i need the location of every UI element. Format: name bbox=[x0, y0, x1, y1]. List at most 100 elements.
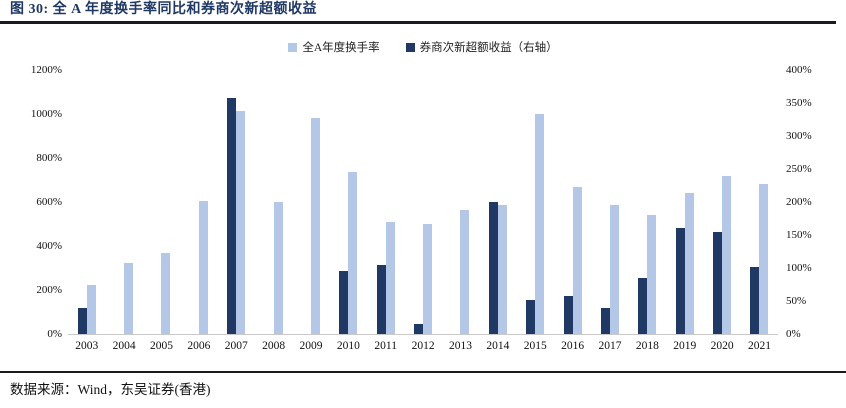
x-axis-label-2013: 2013 bbox=[448, 340, 472, 352]
bar-group-2019 bbox=[666, 70, 703, 334]
x-axis-label-2020: 2020 bbox=[710, 340, 734, 352]
right-axis-tick: 350% bbox=[786, 96, 812, 109]
x-axis-label-2017: 2017 bbox=[598, 340, 622, 352]
x-axis-label-2007: 2007 bbox=[224, 340, 248, 352]
right-axis-tick: 100% bbox=[786, 261, 812, 274]
left-axis-tick: 400% bbox=[36, 239, 62, 252]
bar-group-2015 bbox=[517, 70, 554, 334]
x-axis-label-2004: 2004 bbox=[112, 340, 136, 352]
x-axis-label-2008: 2008 bbox=[262, 340, 286, 352]
bar-group-2018 bbox=[629, 70, 666, 334]
excess-return-bar-2017 bbox=[600, 307, 610, 334]
turnover-bar-2016 bbox=[572, 186, 582, 334]
excess-return-bar-2020 bbox=[713, 231, 723, 334]
source-divider bbox=[0, 371, 846, 373]
turnover-bar-2015 bbox=[535, 114, 545, 334]
x-axis-label-2019: 2019 bbox=[673, 340, 697, 352]
left-axis-tick: 1200% bbox=[30, 63, 62, 76]
right-axis-tick: 200% bbox=[786, 195, 812, 208]
turnover-bar-2012 bbox=[423, 224, 433, 334]
excess-return-bar-2015 bbox=[526, 299, 536, 334]
bar-group-2017 bbox=[591, 70, 628, 334]
right-axis-tick: 50% bbox=[786, 294, 807, 307]
bar-group-2021 bbox=[741, 70, 778, 334]
turnover-bar-2003 bbox=[86, 284, 96, 334]
x-axis-label-2010: 2010 bbox=[336, 340, 360, 352]
x-axis-label-2021: 2021 bbox=[747, 340, 771, 352]
turnover-bar-2004 bbox=[124, 262, 134, 334]
right-axis-tick: 0% bbox=[786, 327, 801, 340]
right-axis-tick: 300% bbox=[786, 129, 812, 142]
turnover-bar-2011 bbox=[385, 221, 395, 334]
excess-return-bar-2007 bbox=[227, 97, 237, 334]
bar-group-2006 bbox=[180, 70, 217, 334]
excess-return-bar-2003 bbox=[77, 307, 87, 334]
turnover-bar-2007 bbox=[236, 110, 246, 334]
bar-group-2014 bbox=[479, 70, 516, 334]
bar-group-2008 bbox=[255, 70, 292, 334]
turnover-bar-2006 bbox=[198, 200, 208, 334]
excess-return-bar-2018 bbox=[638, 277, 648, 334]
bar-group-2012 bbox=[404, 70, 441, 334]
turnover-bar-2019 bbox=[684, 193, 694, 334]
bar-group-2004 bbox=[105, 70, 142, 334]
right-axis-labels: 400% 350% 300% 250% 200% 150% 100% 50% 0% bbox=[786, 64, 838, 340]
x-axis-label-2012: 2012 bbox=[411, 340, 435, 352]
bar-group-2005 bbox=[143, 70, 180, 334]
left-axis-tick: 800% bbox=[36, 151, 62, 164]
turnover-bar-2013 bbox=[460, 209, 470, 334]
excess-return-bar-2012 bbox=[414, 324, 424, 334]
bar-group-2003 bbox=[68, 70, 105, 334]
turnover-bar-2005 bbox=[161, 252, 171, 334]
x-axis-label-2009: 2009 bbox=[299, 340, 323, 352]
turnover-bar-2018 bbox=[647, 215, 657, 334]
excess-return-bar-2021 bbox=[750, 266, 760, 334]
x-axis-label-2016: 2016 bbox=[561, 340, 585, 352]
data-source-note: 数据来源：Wind，东吴证券(香港) bbox=[10, 382, 211, 397]
turnover-legend-swatch-icon bbox=[288, 42, 298, 52]
title-underline bbox=[0, 21, 836, 24]
excess-return-legend-swatch-icon bbox=[405, 42, 415, 52]
excess-return-bar-2019 bbox=[675, 228, 685, 334]
legend-label-turnover: 全A年度换手率 bbox=[302, 42, 380, 54]
right-axis-tick: 250% bbox=[786, 162, 812, 175]
bar-group-2013 bbox=[442, 70, 479, 334]
turnover-bar-2020 bbox=[722, 175, 732, 334]
left-axis-tick: 200% bbox=[36, 283, 62, 296]
turnover-bar-2021 bbox=[759, 184, 769, 334]
bar-group-2010 bbox=[330, 70, 367, 334]
excess-return-bar-2014 bbox=[488, 202, 498, 334]
turnover-bar-2010 bbox=[348, 172, 358, 334]
bar-group-2020 bbox=[703, 70, 740, 334]
x-axis-label-2018: 2018 bbox=[635, 340, 659, 352]
x-axis-label-2011: 2011 bbox=[374, 340, 397, 352]
x-axis-label-2015: 2015 bbox=[523, 340, 547, 352]
turnover-bar-2014 bbox=[497, 205, 507, 334]
x-axis-label-2005: 2005 bbox=[149, 340, 173, 352]
x-axis-label-2006: 2006 bbox=[187, 340, 211, 352]
excess-return-bar-2016 bbox=[563, 295, 573, 334]
legend-item-turnover: 全A年度换手率 bbox=[288, 39, 380, 55]
bar-group-2007 bbox=[218, 70, 255, 334]
x-axis-labels: 2003 2004 2005 2006 2007 2008 2009 2010 2011 2012… bbox=[68, 340, 778, 352]
excess-return-bar-2011 bbox=[376, 264, 386, 334]
figure-title: 图 30: 全 A 年度换手率同比和券商次新超额收益 bbox=[10, 2, 317, 17]
left-axis-tick: 1000% bbox=[30, 107, 62, 120]
turnover-bar-2008 bbox=[273, 202, 283, 334]
turnover-bar-2009 bbox=[310, 118, 320, 334]
bar-group-2016 bbox=[554, 70, 591, 334]
right-axis-tick: 150% bbox=[786, 228, 812, 241]
bar-group-2011 bbox=[367, 70, 404, 334]
x-axis-label-2003: 2003 bbox=[75, 340, 99, 352]
bar-group-2009 bbox=[292, 70, 329, 334]
left-axis-tick: 0% bbox=[47, 327, 62, 340]
left-axis-tick: 600% bbox=[36, 195, 62, 208]
left-axis-labels: 1200% 1000% 800% 600% 400% 200% 0% bbox=[14, 64, 62, 340]
excess-return-bar-2010 bbox=[339, 271, 349, 334]
x-axis-label-2014: 2014 bbox=[486, 340, 510, 352]
turnover-bar-2017 bbox=[609, 205, 619, 334]
right-axis-tick: 400% bbox=[786, 63, 812, 76]
legend-item-excess-return: 券商次新超额收益（右轴） bbox=[405, 39, 558, 55]
chart-legend: 全A年度换手率 券商次新超额收益（右轴） bbox=[0, 39, 846, 55]
legend-label-excess-return: 券商次新超额收益（右轴） bbox=[419, 42, 558, 54]
